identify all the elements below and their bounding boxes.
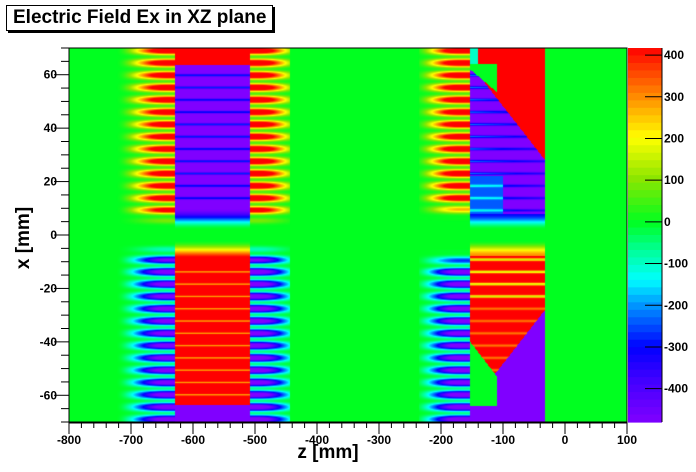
colorbar-bin [628, 182, 662, 191]
colorbar-bin [628, 317, 662, 326]
x-tick-label: -100 [491, 433, 515, 447]
colorbar-bin [628, 272, 662, 281]
y-tick-label: -40 [40, 335, 58, 349]
colorbar-bin [628, 264, 662, 273]
colorbar-bin [628, 212, 662, 221]
chart-title: Electric Field Ex in XZ plane [6, 5, 274, 31]
colorbar-tick-label: 300 [664, 90, 684, 104]
y-tick-label: -20 [40, 281, 58, 295]
y-axis: -60 -40 -20 0 20 40 60 [40, 47, 69, 423]
colorbar-bin [628, 145, 662, 154]
x-tick-label: -300 [367, 433, 391, 447]
y-axis-label: x [mm] [13, 207, 34, 269]
colorbar-bin [628, 377, 662, 386]
colorbar-bin [628, 354, 662, 363]
colorbar-bin [628, 205, 662, 214]
colorbar-bin [628, 115, 662, 124]
plot-frame [68, 47, 628, 423]
heatmap-plot-area [69, 48, 627, 422]
colorbar-bin [628, 392, 662, 401]
colorbar-bin [628, 399, 662, 408]
colorbar-bin [628, 122, 662, 131]
colorbar-bin [628, 167, 662, 176]
colorbar-bin [628, 362, 662, 371]
x-tick-label: -800 [57, 433, 81, 447]
x-tick-label: -400 [305, 433, 329, 447]
colorbar-bin [628, 339, 662, 348]
colorbar-bin [628, 257, 662, 266]
colorbar: -400 -300 -200 -100 0 100 200 300 400 [628, 48, 688, 423]
colorbar-tick-label: -100 [664, 257, 688, 271]
y-tick-label: 60 [44, 68, 58, 82]
colorbar-bin [628, 332, 662, 341]
colorbar-bin [628, 227, 662, 236]
colorbar-bin [628, 77, 662, 86]
y-tick-label: -60 [40, 388, 58, 402]
colorbar-tick-label: -300 [664, 340, 688, 354]
y-tick-label: 40 [44, 121, 58, 135]
x-tick-label: -700 [119, 433, 143, 447]
x-tick-label: 100 [617, 433, 637, 447]
x-axis-label: z [mm] [297, 442, 358, 463]
x-tick-label: -500 [243, 433, 267, 447]
colorbar-bin [628, 302, 662, 311]
colorbar-tick-label: 0 [664, 215, 671, 229]
colorbar-bin [628, 137, 662, 146]
colorbar-bin [628, 294, 662, 303]
x-tick-label: -200 [429, 433, 453, 447]
colorbar-bin [628, 414, 662, 423]
x-tick-label: -600 [181, 433, 205, 447]
colorbar-bin [628, 309, 662, 318]
colorbar-bin [628, 160, 662, 169]
colorbar-bin [628, 235, 662, 244]
colorbar-bin [628, 407, 662, 416]
colorbar-bin [628, 55, 662, 64]
colorbar-bin [628, 220, 662, 229]
colorbar-bin [628, 347, 662, 356]
colorbar-bin [628, 197, 662, 206]
colorbar-tick-label: 400 [664, 48, 684, 62]
x-tick-label: 0 [562, 433, 569, 447]
colorbar-bin [628, 130, 662, 139]
colorbar-bin [628, 48, 662, 57]
colorbar-bin [628, 85, 662, 94]
y-tick-label: 0 [50, 228, 57, 242]
colorbar-bin [628, 70, 662, 79]
colorbar-bin [628, 249, 662, 259]
colorbar-bin [628, 175, 662, 184]
colorbar-bin [628, 242, 662, 251]
colorbar-bin [628, 152, 662, 161]
colorbar-bin [628, 287, 662, 296]
y-tick-label: 20 [44, 175, 58, 189]
colorbar-tick-label: 200 [664, 131, 684, 145]
x-axis: -800 -700 -600 -500 -400 -300 -200 -100 0 100 [57, 422, 637, 447]
colorbar-bin [628, 190, 662, 199]
colorbar-bin [628, 324, 662, 333]
colorbar-bin [628, 100, 662, 109]
colorbar-tick-label: 100 [664, 173, 684, 187]
colorbar-bin [628, 107, 662, 116]
colorbar-bin [628, 369, 662, 378]
colorbar-bin [628, 279, 662, 288]
colorbar-tick-label: -400 [664, 382, 688, 396]
colorbar-tick-label: -200 [664, 298, 688, 312]
colorbar-bin [628, 62, 662, 72]
